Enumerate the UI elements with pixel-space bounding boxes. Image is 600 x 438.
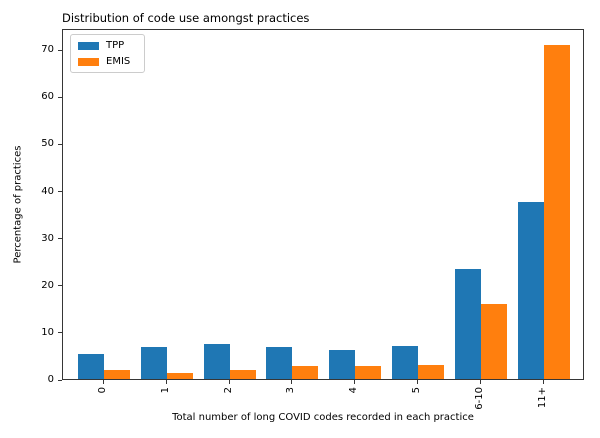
x-tick-mark [417, 380, 418, 384]
y-tick-label: 40 [41, 185, 54, 197]
y-tick-mark [58, 96, 62, 98]
y-tick-mark [58, 332, 62, 334]
y-tick-label: 0 [47, 374, 54, 385]
bar-emis-2 [229, 369, 256, 379]
bar-tpp-11+ [517, 201, 544, 379]
legend-swatch-emis [78, 57, 99, 66]
bar-tpp-0 [78, 353, 104, 379]
bar-emis-6-10 [480, 303, 507, 379]
bar-tpp-5 [392, 346, 418, 379]
legend-item-tpp: TPP [78, 39, 130, 52]
chart-title: Distribution of code use amongst practic… [62, 11, 310, 25]
bar-emis-5 [418, 364, 444, 379]
x-tick-mark [228, 380, 230, 384]
bar-emis-0 [104, 369, 130, 379]
x-tick-label-5: 5 [411, 387, 422, 394]
bar-emis-3 [292, 365, 319, 379]
y-tick-label: 20 [41, 279, 54, 291]
legend: TPP EMIS [70, 34, 146, 73]
legend-label-tpp: TPP [106, 40, 125, 51]
legend-swatch-tpp [78, 41, 99, 50]
bar-emis-4 [355, 365, 382, 379]
bar-tpp-3 [266, 346, 293, 379]
y-tick-label: 60 [41, 91, 54, 103]
bar-tpp-4 [329, 350, 356, 379]
x-tick-label-11+: 11+ [536, 387, 548, 409]
plot-area: TPP EMIS [62, 29, 584, 380]
x-tick-label-3: 3 [285, 387, 297, 394]
x-tick-label-4: 4 [348, 387, 360, 394]
x-tick-mark [291, 380, 293, 384]
x-tick-mark [354, 380, 356, 384]
bar-tpp-2 [203, 343, 230, 379]
x-tick-mark [542, 380, 544, 384]
legend-item-emis: EMIS [78, 55, 130, 68]
y-tick-mark [58, 285, 62, 287]
bar-tpp-6-10 [454, 269, 481, 379]
y-tick-label: 10 [41, 326, 54, 338]
y-tick-mark [58, 49, 62, 51]
bar-tpp-1 [140, 346, 167, 379]
y-axis-label: Percentage of practices [12, 145, 24, 264]
x-tick-mark [165, 380, 167, 384]
x-tick-label-0: 0 [97, 387, 108, 394]
y-tick-label: 30 [41, 232, 54, 244]
x-axis-label: Total number of long COVID codes recorde… [172, 412, 474, 423]
x-tick-mark [479, 380, 481, 384]
y-tick-mark [58, 191, 62, 193]
y-tick-mark [58, 143, 62, 145]
legend-label-emis: EMIS [106, 56, 131, 67]
y-tick-mark [58, 379, 62, 381]
x-tick-mark [103, 380, 104, 384]
bar-emis-11+ [543, 44, 570, 379]
x-tick-label-1: 1 [159, 387, 171, 394]
y-tick-mark [58, 238, 62, 240]
x-tick-label-2: 2 [222, 387, 234, 394]
bar-emis-1 [166, 372, 193, 379]
x-tick-label-6-10: 6-10 [473, 387, 485, 410]
y-tick-label: 70 [41, 44, 54, 56]
y-tick-label: 50 [41, 138, 54, 150]
